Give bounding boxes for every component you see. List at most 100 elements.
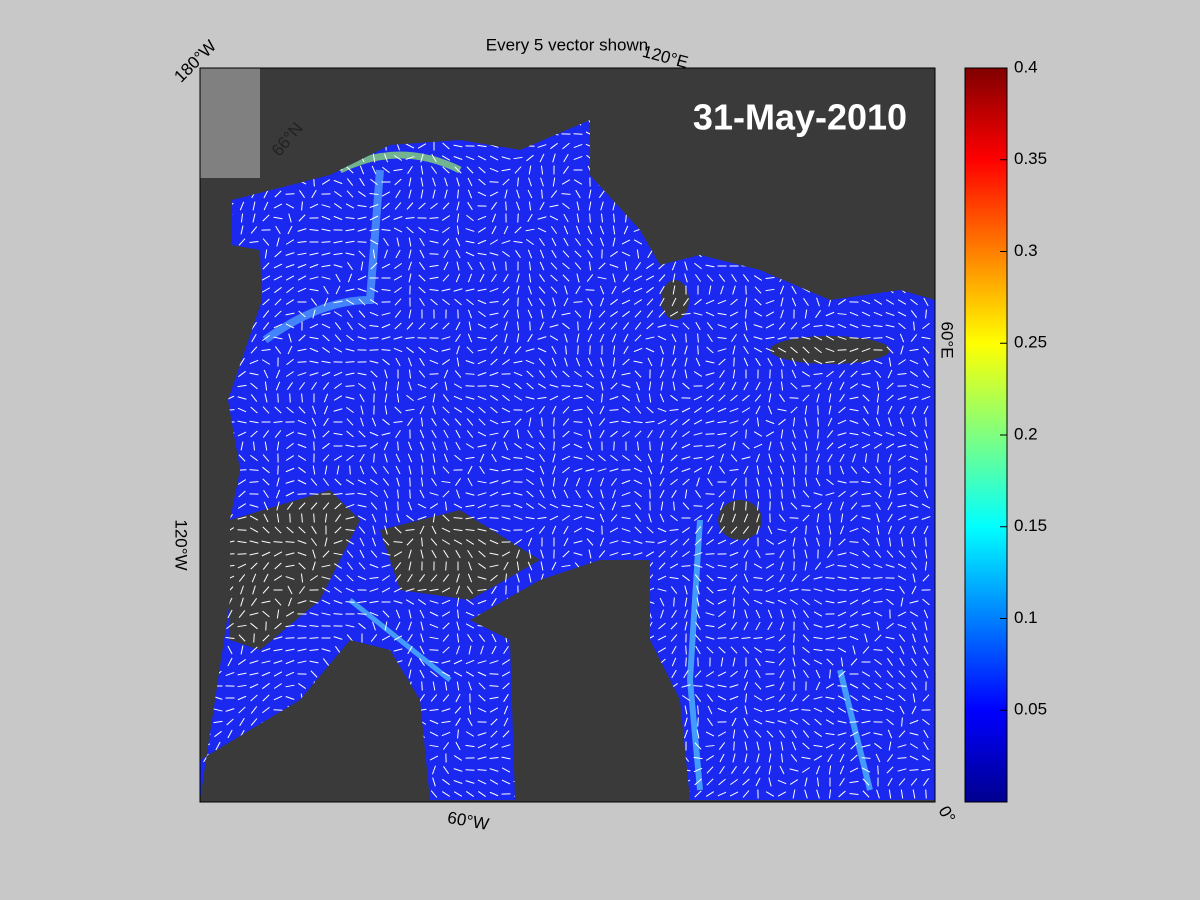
drift-vector [285, 275, 295, 281]
drift-vector [849, 420, 859, 424]
drift-vector [693, 445, 703, 447]
drift-vector [598, 310, 606, 318]
drift-vector [827, 501, 833, 511]
drift-vector [406, 514, 414, 522]
drift-vector [357, 479, 367, 485]
drift-vector [730, 478, 738, 486]
drift-vector [669, 324, 679, 328]
drift-vector [657, 324, 667, 328]
drift-vector [670, 586, 678, 594]
drift-vector [925, 309, 927, 319]
drift-vector [345, 361, 355, 363]
drift-vector [875, 465, 881, 475]
drift-vector [551, 489, 557, 499]
drift-vector [681, 565, 691, 567]
drift-vector [501, 383, 511, 389]
drift-vector [885, 588, 895, 592]
drift-vector [731, 333, 737, 343]
drift-vector [405, 599, 415, 605]
drift-vector [408, 357, 412, 367]
drift-vector [262, 586, 270, 594]
drift-vector [442, 634, 450, 642]
drift-vector [382, 538, 390, 546]
drift-vector [659, 465, 665, 475]
drift-vector [588, 549, 592, 559]
drift-vector [912, 537, 916, 547]
drift-vector [261, 540, 271, 544]
drift-vector [540, 177, 544, 187]
drift-vector [478, 406, 486, 414]
drift-vector [609, 409, 619, 411]
drift-vector [321, 312, 331, 316]
drift-vector [717, 695, 727, 701]
drift-vector [321, 648, 331, 652]
drift-vector [370, 479, 378, 485]
drift-vector [825, 361, 835, 363]
drift-vector [805, 465, 807, 475]
drift-vector [900, 789, 904, 799]
drift-vector [477, 155, 487, 161]
drift-vector [610, 514, 618, 522]
drift-vector [707, 477, 713, 487]
drift-vector [753, 431, 763, 437]
drift-vector [585, 455, 595, 461]
drift-vector [657, 588, 667, 592]
drift-vector [501, 767, 511, 773]
drift-vector [765, 419, 775, 425]
drift-vector [419, 489, 425, 499]
drift-vector [453, 517, 463, 519]
drift-vector [240, 213, 244, 223]
colorbar-tick-label: 0.35 [1014, 149, 1047, 168]
drift-vector [682, 382, 690, 390]
drift-vector [827, 753, 833, 763]
drift-vector [598, 322, 606, 330]
drift-vector [527, 537, 533, 547]
drift-vector [445, 561, 447, 571]
drift-vector [285, 696, 295, 700]
drift-vector [358, 298, 366, 306]
drift-vector [251, 573, 257, 583]
drift-vector [429, 240, 439, 244]
drift-vector [599, 285, 605, 295]
drift-vector [623, 274, 629, 282]
drift-vector [431, 525, 437, 535]
drift-vector [720, 453, 724, 463]
drift-vector [768, 477, 772, 487]
drift-vector [873, 708, 883, 712]
drift-vector [419, 357, 425, 367]
drift-vector [444, 501, 448, 511]
drift-vector [599, 333, 605, 343]
drift-vector [575, 189, 581, 199]
drift-vector [790, 502, 798, 510]
drift-vector [706, 274, 714, 282]
drift-vector [646, 310, 654, 318]
drift-vector [825, 588, 835, 592]
drift-vector [238, 659, 246, 665]
drift-vector [840, 501, 844, 511]
drift-vector [489, 660, 499, 664]
drift-vector [840, 657, 844, 667]
drift-vector [563, 153, 569, 163]
drift-vector [359, 177, 365, 187]
drift-vector [861, 324, 871, 328]
drift-vector [899, 645, 905, 655]
drift-vector [729, 695, 739, 701]
drift-vector [406, 202, 414, 210]
drift-vector [358, 430, 366, 438]
drift-vector [742, 442, 750, 450]
drift-vector [276, 513, 280, 523]
drift-vector [262, 214, 270, 222]
drift-vector [250, 598, 258, 606]
drift-vector [262, 334, 270, 342]
drift-vector [345, 601, 355, 603]
drift-vector [273, 671, 283, 677]
drift-vector [621, 299, 631, 305]
drift-vector [816, 525, 820, 535]
drift-vector [563, 237, 569, 247]
drift-vector [599, 429, 605, 439]
drift-vector [432, 189, 436, 199]
drift-vector [297, 540, 307, 544]
drift-vector [684, 609, 688, 619]
drift-vector [802, 730, 810, 738]
drift-vector [333, 492, 343, 496]
